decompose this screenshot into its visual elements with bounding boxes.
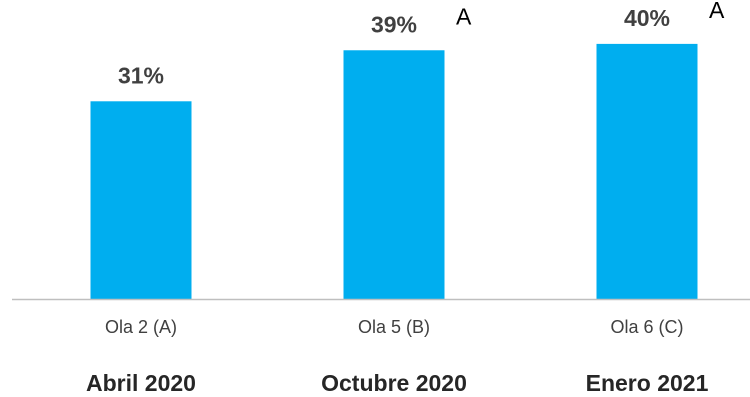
- significance-label: A: [709, 0, 725, 23]
- bar: [90, 101, 192, 300]
- significance-label: A: [456, 3, 472, 29]
- x-tick-label: Ola 6 (C): [610, 317, 683, 337]
- data-label: 40%: [624, 5, 670, 31]
- period-label: Enero 2021: [586, 370, 709, 396]
- x-tick-label: Ola 2 (A): [105, 317, 177, 337]
- data-label: 39%: [371, 11, 417, 37]
- period-label: Octubre 2020: [321, 370, 467, 396]
- data-label: 31%: [118, 62, 164, 88]
- bar: [343, 50, 445, 300]
- period-label: Abril 2020: [86, 370, 196, 396]
- x-tick-label: Ola 5 (B): [358, 317, 430, 337]
- bar: [596, 43, 698, 300]
